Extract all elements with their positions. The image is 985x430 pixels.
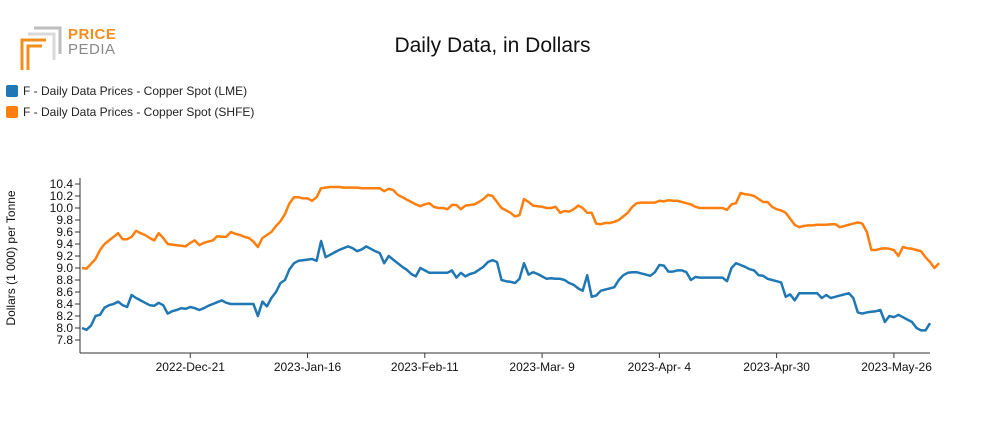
series-line-lme <box>81 239 932 332</box>
x-tick-label: 2022-Dec-21 <box>156 360 226 374</box>
y-tick-label: 8.4 <box>56 297 73 311</box>
y-tick-label: 7.8 <box>56 333 73 347</box>
x-tick-label: 2023-Apr-30 <box>743 360 810 374</box>
legend-label-lme: F - Daily Data Prices - Copper Spot (LME… <box>23 83 248 98</box>
legend-item-lme[interactable]: F - Daily Data Prices - Copper Spot (LME… <box>6 80 254 101</box>
y-tick-label: 9.8 <box>56 213 73 227</box>
y-tick-label: 10.0 <box>50 201 74 215</box>
x-tick-label: 2023-Jan-16 <box>274 360 342 374</box>
y-tick-label: 9.2 <box>56 249 73 263</box>
y-tick-label: 10.4 <box>50 177 74 191</box>
x-tick-label: 2023-Apr- 4 <box>628 360 692 374</box>
chart-legend: F - Daily Data Prices - Copper Spot (LME… <box>6 80 254 122</box>
legend-swatch-shfe <box>6 105 18 118</box>
legend-swatch-lme <box>6 84 18 97</box>
y-tick-label: 9.4 <box>56 237 73 251</box>
logo-mark-icon <box>20 26 62 70</box>
y-tick-label: 8.6 <box>56 285 73 299</box>
legend-item-shfe[interactable]: F - Daily Data Prices - Copper Spot (SHF… <box>6 101 254 122</box>
x-tick-label: 2023-May-26 <box>861 360 932 374</box>
logo-text-price: PRICE <box>68 26 117 43</box>
y-axis-title: Dollars (1 000) per Tonne <box>4 190 18 326</box>
x-axis: 2022-Dec-21 2023-Jan-16 2023-Feb-11 2023-Ma… <box>80 352 932 374</box>
legend-label-shfe: F - Daily Data Prices - Copper Spot (SHF… <box>23 104 255 119</box>
y-tick-label: 9.6 <box>56 225 73 239</box>
chart-title: Daily Data, in Dollars <box>394 34 591 57</box>
y-axis: 7.88.08.28.48.68.89.09.29.49.69.810.010.… <box>50 177 81 353</box>
y-tick-label: 8.8 <box>56 273 73 287</box>
y-tick-label: 8.0 <box>56 321 73 335</box>
logo-text-pedia: PEDIA <box>68 41 116 58</box>
y-tick-label: 10.2 <box>50 189 74 203</box>
y-tick-label: 9.0 <box>56 261 73 275</box>
pricepedia-logo: PRICE PEDIA <box>20 26 130 72</box>
plot-area <box>81 185 940 332</box>
series-line-shfe <box>81 185 940 270</box>
x-tick-label: 2023-Feb-11 <box>391 360 459 374</box>
x-tick-label: 2023-Mar- 9 <box>509 360 575 374</box>
y-tick-label: 8.2 <box>56 309 73 323</box>
